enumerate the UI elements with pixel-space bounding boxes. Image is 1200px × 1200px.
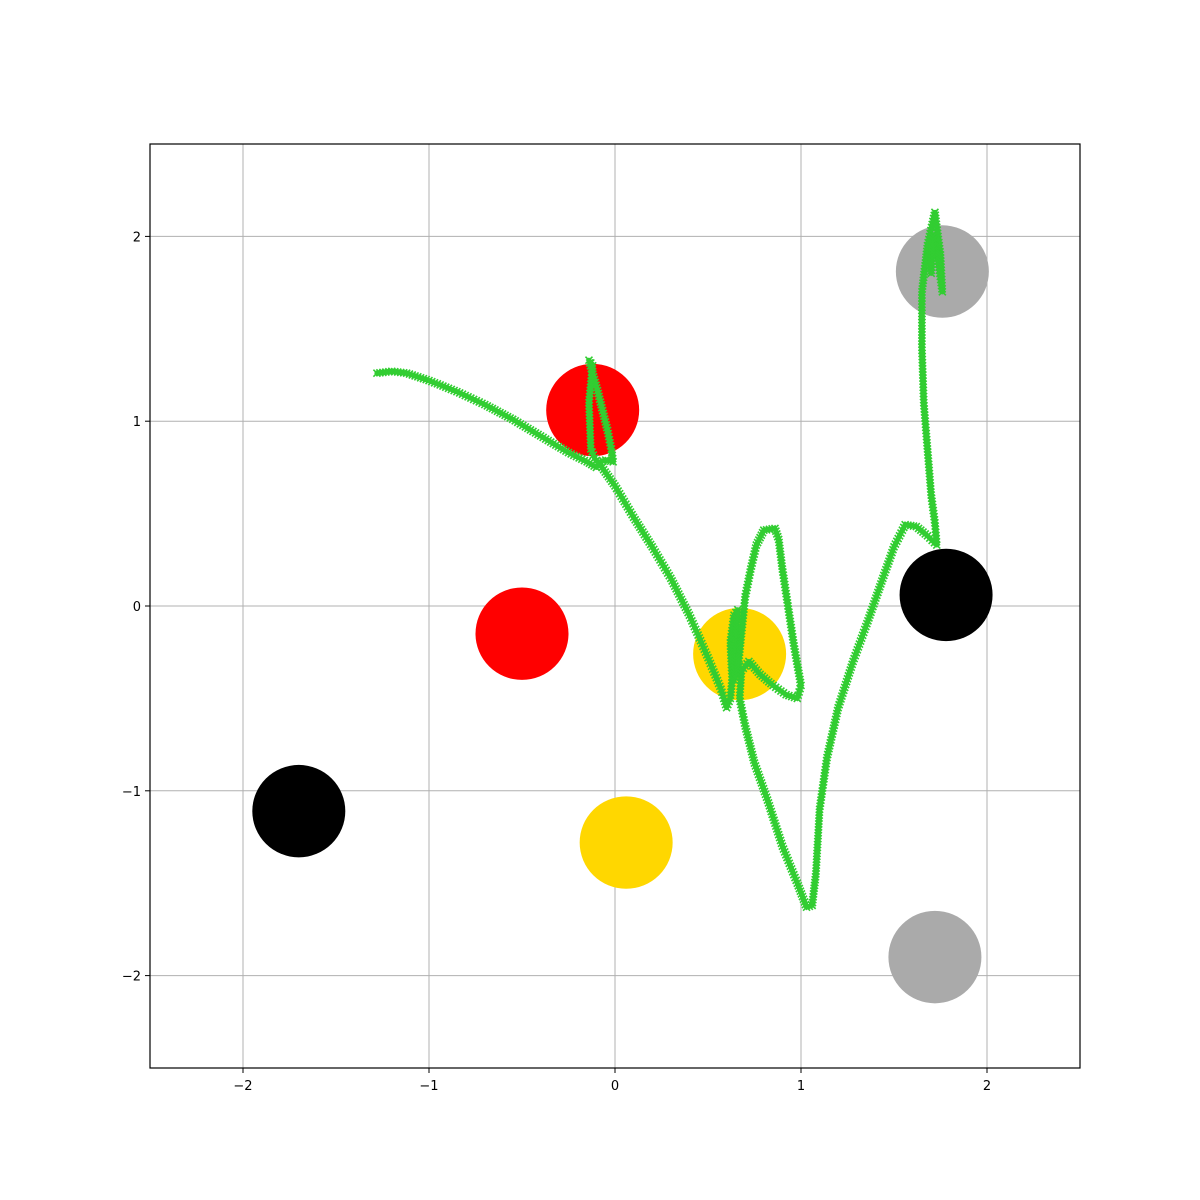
trajectory-point-150 — [586, 435, 595, 444]
trajectory-point-673 — [931, 525, 940, 534]
y-tick-label-2: 0 — [133, 600, 141, 615]
trajectory-point-145 — [585, 420, 594, 429]
x-tick-label-0: −2 — [233, 1079, 252, 1094]
trajectory-point-140 — [585, 404, 594, 413]
trajectory-point-670 — [932, 534, 941, 543]
trajectory-point-811 — [934, 263, 944, 272]
trajectory-point-736 — [917, 330, 926, 340]
trajectory-point-139 — [585, 401, 594, 410]
trajectory-point-748 — [917, 293, 926, 303]
obstacle-0 — [546, 363, 640, 457]
trajectory-point-724 — [918, 367, 927, 376]
trajectory-point-822 — [928, 235, 937, 244]
trajectory-point-718 — [919, 386, 928, 395]
trajectory-point-742 — [917, 312, 926, 321]
trajectory-point-727 — [918, 358, 927, 367]
trajectory-point-721 — [918, 377, 928, 386]
trajectory-point-730 — [918, 349, 927, 358]
trajectory-point-732 — [917, 343, 926, 352]
trajectory-point-744 — [917, 306, 926, 315]
trajectory-point-714 — [919, 398, 928, 407]
trajectory-point-733 — [917, 340, 926, 349]
trajectory-point-728 — [918, 355, 927, 364]
trajectory-point-4 — [384, 367, 393, 376]
y-tick-label-0: −2 — [122, 970, 141, 985]
trajectory-point-717 — [919, 389, 928, 398]
trajectory-point-739 — [917, 321, 926, 330]
y-tick-label-4: 2 — [133, 230, 141, 245]
trajectory-point-828 — [927, 253, 937, 263]
trajectory-point-658 — [909, 522, 918, 531]
trajectory — [372, 208, 947, 912]
trajectory-point-331 — [740, 595, 749, 604]
obstacle-3 — [579, 796, 673, 889]
trajectory-point-731 — [917, 346, 927, 355]
trajectory-point-831 — [927, 263, 936, 272]
trajectory-point-669 — [932, 537, 941, 546]
trajectory-point-143 — [585, 414, 594, 423]
trajectory-point-142 — [585, 410, 594, 420]
trajectory-point-821 — [928, 232, 938, 241]
trajectory-point-144 — [585, 417, 594, 426]
trajectory-point-726 — [918, 361, 927, 370]
plot-area — [252, 208, 993, 1004]
trajectory-point-823 — [928, 238, 937, 247]
trajectory-point-825 — [928, 244, 937, 253]
trajectory-point-826 — [928, 247, 937, 256]
trajectory-point-151 — [586, 438, 595, 447]
trajectory-point-149 — [586, 432, 595, 441]
trajectory-point-729 — [918, 352, 927, 361]
obstacle-7 — [888, 910, 982, 1004]
obstacle-1 — [475, 587, 569, 680]
trajectory-point-720 — [919, 380, 928, 389]
trajectory-point-740 — [917, 318, 926, 327]
x-tick-label-1: −1 — [419, 1079, 438, 1094]
trajectory-point-734 — [917, 337, 926, 346]
trajectory-point-671 — [931, 531, 941, 540]
trajectory-point-719 — [919, 383, 928, 392]
trajectory-point-741 — [917, 315, 926, 324]
trajectory-point-141 — [585, 407, 594, 417]
y-tick-label-3: 1 — [133, 415, 141, 430]
obstacle-4 — [899, 548, 993, 642]
trajectory-point-722 — [918, 374, 927, 383]
trajectory-point-573 — [822, 756, 831, 765]
trajectory-point-723 — [918, 370, 927, 380]
trajectory-point-746 — [917, 300, 926, 309]
trajectory-point-152 — [586, 441, 595, 450]
trajectory-point-146 — [585, 423, 595, 432]
trajectory-point-833 — [927, 269, 936, 278]
trajectory-point-9 — [399, 368, 408, 377]
trajectory-point-830 — [927, 260, 936, 269]
x-tick-label-2: 0 — [611, 1079, 619, 1094]
trajectory-point-827 — [928, 250, 937, 259]
obstacle-5 — [252, 764, 346, 858]
trajectory-point-745 — [917, 303, 926, 312]
x-tick-label-3: 1 — [797, 1079, 805, 1094]
trajectory-point-137 — [585, 395, 594, 404]
ticks: −2 −1 0 1 2 −2 −1 0 1 2 — [122, 230, 991, 1094]
trajectory-point-743 — [917, 309, 926, 318]
obstacles — [252, 225, 993, 1004]
trajectory-point-138 — [584, 398, 594, 407]
trajectory-point-715 — [919, 395, 928, 404]
trajectory-point-148 — [586, 429, 595, 438]
trajectory-point-716 — [919, 392, 928, 401]
trajectory-point-747 — [917, 297, 926, 306]
trajectory-point-725 — [918, 364, 927, 373]
trajectory-point-713 — [919, 401, 929, 410]
trajectory-point-735 — [917, 333, 926, 343]
y-tick-label-1: −1 — [122, 785, 141, 800]
trajectory-point-147 — [586, 426, 595, 435]
trajectory-point-672 — [931, 528, 940, 537]
trajectory-point-824 — [928, 241, 937, 250]
trajectory-point-738 — [917, 324, 926, 333]
trajectory-point-668 — [932, 540, 941, 550]
trajectory-point-737 — [917, 327, 926, 336]
x-tick-label-4: 2 — [983, 1079, 991, 1094]
trajectory-point-829 — [927, 256, 936, 266]
trajectory-point-832 — [927, 266, 936, 275]
